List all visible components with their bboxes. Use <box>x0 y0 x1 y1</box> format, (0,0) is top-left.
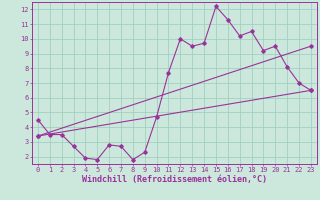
X-axis label: Windchill (Refroidissement éolien,°C): Windchill (Refroidissement éolien,°C) <box>82 175 267 184</box>
